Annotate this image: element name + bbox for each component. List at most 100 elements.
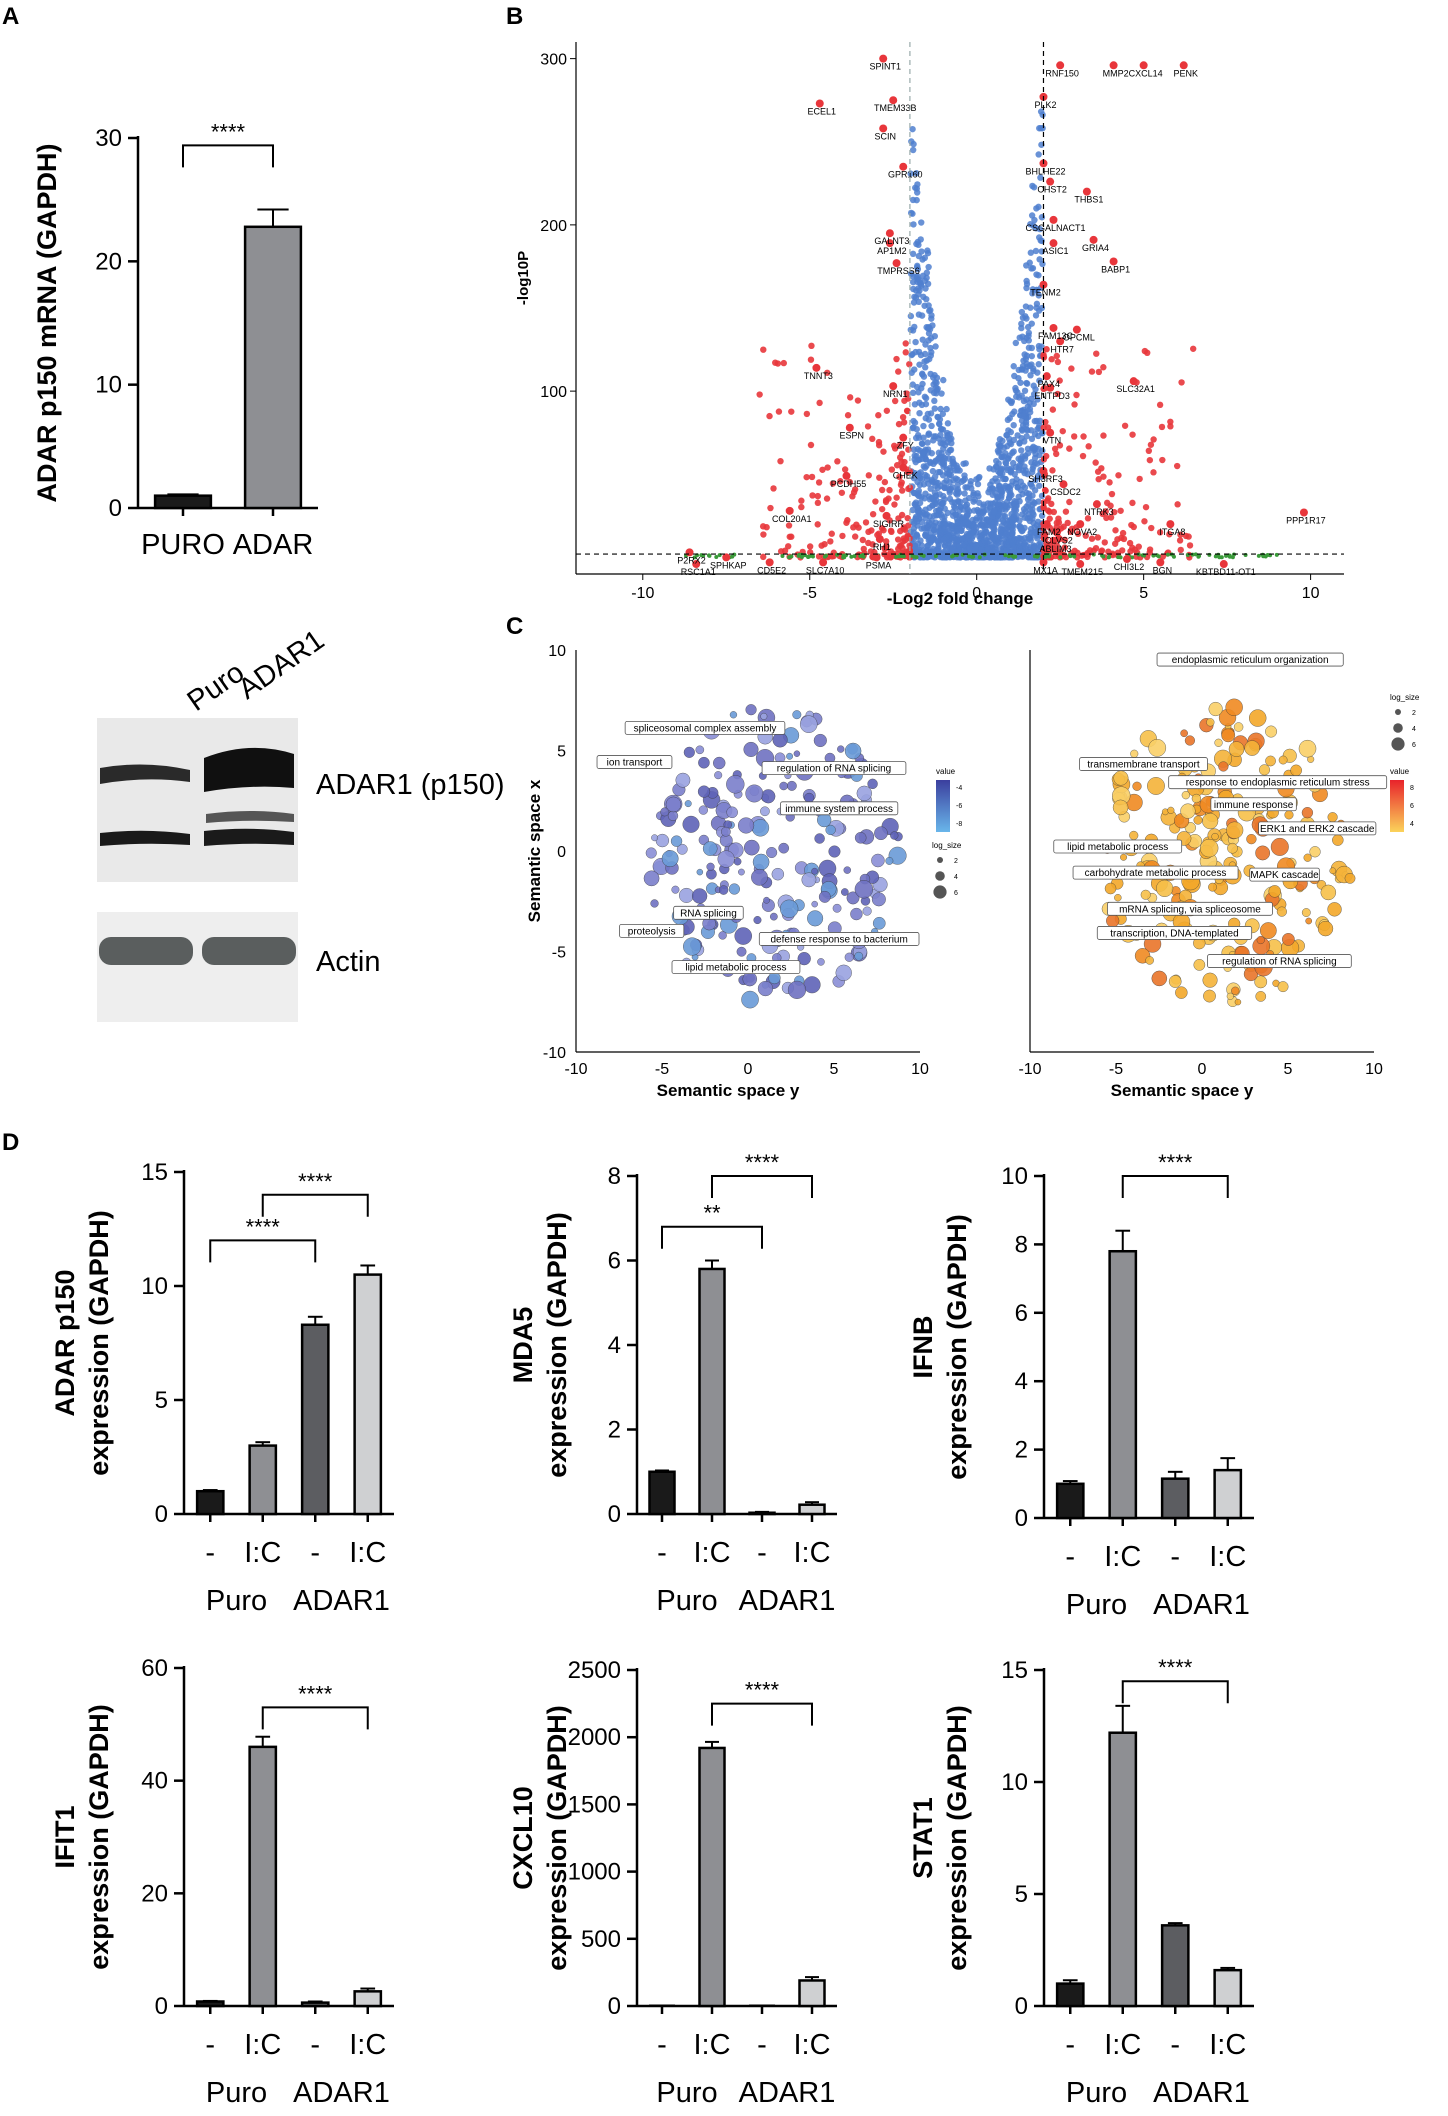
volcano-point-sig	[1094, 534, 1102, 541]
volcano-point-sig	[1098, 548, 1105, 555]
volcano-point-ns	[941, 441, 949, 449]
C-right-term-label-box	[1168, 775, 1388, 790]
volcano-point-sig	[788, 408, 795, 415]
volcano-point-sig	[1167, 423, 1174, 430]
volcano-point-labeled	[1046, 383, 1055, 392]
D5-group-label: Puro	[656, 2077, 717, 2109]
volcano-point-ns	[909, 351, 916, 358]
volcano-point-ns	[927, 335, 935, 342]
volcano-point-ns	[932, 479, 940, 486]
volcano-point-ns	[1014, 484, 1021, 491]
D1-category-label: I:C	[244, 1537, 281, 1569]
volcano-gene-label: HTR7	[1050, 344, 1074, 354]
D5-bar	[649, 2004, 675, 2007]
volcano-point-labeled	[1046, 177, 1055, 186]
volcano-gene-label: NOVA2	[1067, 527, 1097, 537]
wb-band-adar1-puro	[100, 764, 190, 784]
volcano-point-sig	[1177, 531, 1184, 538]
volcano-point-sig	[903, 390, 910, 397]
volcano-point-sig	[1167, 418, 1174, 425]
volcano-point-ns	[1018, 324, 1025, 332]
volcano-point-ns	[1002, 482, 1009, 490]
D4-group-label: Puro	[206, 2077, 267, 2109]
volcano-point-sig	[1107, 514, 1115, 521]
C-left-term-bubble	[867, 778, 878, 790]
volcano-point-ns	[1020, 412, 1027, 420]
A-bar	[243, 225, 303, 510]
volcano-point-ns	[922, 490, 929, 497]
D2-category-label: -	[657, 1537, 667, 1569]
volcano-point-ns	[915, 456, 922, 464]
volcano-point-ns	[938, 390, 945, 397]
volcano-point-ns	[916, 361, 923, 368]
volcano-point-labeled	[1129, 377, 1138, 386]
volcano-point-labeled	[1049, 323, 1058, 332]
volcano-point-ns	[941, 525, 948, 533]
C-right-term-bubble	[1290, 764, 1302, 777]
volcano-point-sig	[1146, 549, 1153, 556]
D3-ytick-label: 0	[1015, 1505, 1028, 1532]
volcano-point-sig	[1156, 401, 1164, 409]
C-right-xtick-label: 0	[1198, 1061, 1207, 1078]
volcano-point-sig	[1050, 545, 1057, 552]
C-right-legend-value-tick: 4	[1410, 821, 1414, 828]
volcano-point-low	[822, 554, 827, 559]
volcano-point-ns	[916, 499, 924, 507]
volcano-point-low	[692, 555, 697, 560]
volcano-point-ns	[914, 189, 921, 196]
C-left-term-bubble	[817, 958, 825, 966]
D2-bar	[648, 1470, 676, 1516]
volcano-point-ns	[1027, 221, 1034, 228]
volcano-gene-label: SPINT1	[869, 62, 901, 72]
C-right-term-bubble	[1203, 989, 1216, 1003]
C-right-term-bubble	[1113, 770, 1129, 786]
volcano-point-sig	[841, 466, 849, 473]
volcano-point-ns	[1024, 323, 1032, 331]
C-right-term-bubble	[1214, 738, 1223, 747]
C-right-xtick-label: 10	[1365, 1061, 1383, 1078]
volcano-point-ns	[955, 489, 963, 496]
volcano-point-ns	[939, 410, 947, 418]
volcano-point-ns	[911, 500, 918, 508]
wb-membrane-adar1	[97, 718, 298, 882]
volcano-point-ns	[1017, 525, 1025, 532]
volcano-point-ns	[979, 509, 987, 517]
volcano-point-ns	[909, 278, 917, 286]
volcano-point-sig	[878, 505, 886, 513]
volcano-point-ns	[1033, 300, 1041, 308]
volcano-point-sig	[1082, 532, 1089, 539]
volcano-point-labeled	[812, 363, 821, 372]
C-right-term-label-box	[1053, 839, 1183, 854]
C-left-term-label: regulation of RNA splicing	[777, 764, 892, 775]
C-right-term-bubble	[1228, 741, 1245, 757]
C-right-term-bubble	[1278, 755, 1288, 765]
volcano-gene-label: GRIA4	[1082, 243, 1109, 253]
volcano-gene-label: CSDC2	[1050, 487, 1081, 497]
volcano-point-sig	[1106, 479, 1113, 486]
D4-category-label: -	[205, 2029, 215, 2061]
volcano-point-ns	[912, 294, 920, 301]
volcano-point-sig	[883, 407, 891, 414]
C-left-term-bubble	[872, 916, 886, 930]
volcano-point-ns	[967, 538, 974, 545]
volcano-point-sig	[827, 538, 834, 545]
wb-band-actin-puro	[99, 937, 193, 965]
volcano-point-sig	[1141, 518, 1148, 525]
D3-category-label: -	[1170, 1541, 1180, 1573]
volcano-point-sig	[1115, 472, 1122, 479]
panel-c-right-semantic-plot: -10 -5 0 5 10 Semantic space y endoplasmic ret…	[1018, 650, 1420, 1100]
D4-significance-bracket	[261, 1706, 369, 1730]
volcano-point-labeled	[899, 433, 908, 442]
volcano-gene-label: ITGA8	[1159, 527, 1185, 537]
C-left-term-bubble	[843, 866, 851, 874]
volcano-point-sig	[862, 519, 870, 526]
C-left-term-bubble	[698, 756, 710, 769]
volcano-point-sig	[895, 420, 903, 428]
volcano-point-ns	[961, 490, 968, 497]
volcano-point-sig	[902, 349, 909, 356]
volcano-point-sig	[1159, 456, 1166, 464]
volcano-point-labeled	[892, 259, 901, 268]
volcano-point-labeled	[1039, 558, 1048, 567]
volcano-point-sig	[798, 497, 805, 504]
